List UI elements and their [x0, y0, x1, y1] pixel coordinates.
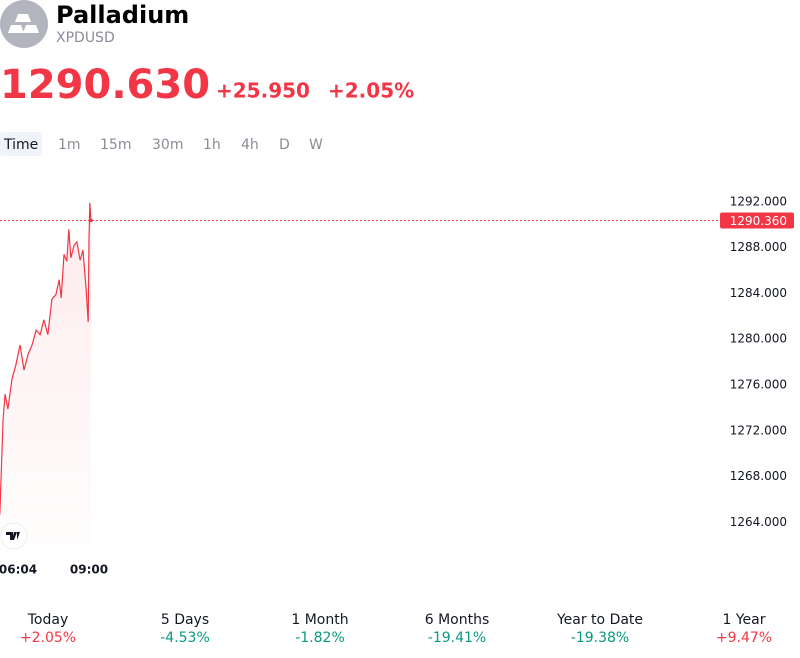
symbol-name: Palladium	[56, 1, 189, 29]
symbol-ticker: XPDUSD	[56, 30, 115, 46]
y-tick-label: 1292.000	[730, 194, 787, 208]
period-label[interactable]: 6 Months	[425, 612, 490, 628]
period-change: +2.05%	[20, 630, 76, 646]
price-change: +25.950	[216, 79, 310, 103]
last-point	[89, 218, 93, 223]
x-tick-label: 09:00	[70, 563, 108, 577]
tab-active-bg	[0, 132, 42, 156]
line	[0, 202, 92, 515]
performance-row: Today +2.05% 5 Days -4.53% 1 Month -1.82% 6 Mo…	[20, 612, 772, 646]
interval-tab[interactable]: 15m	[100, 137, 131, 153]
last-value-label: 1290.360	[730, 214, 787, 228]
symbol-icon	[0, 0, 48, 48]
period-label[interactable]: 5 Days	[161, 612, 209, 628]
period-label[interactable]: 1 Year	[723, 612, 766, 628]
tv-logo	[0, 522, 28, 550]
x-tick-label: 06:04	[0, 563, 37, 577]
period-change: -1.82%	[295, 630, 345, 646]
interval-tab[interactable]: 1m	[58, 137, 81, 153]
y-tick-label: 1264.000	[730, 515, 787, 529]
period-change: +9.47%	[716, 630, 772, 646]
y-tick-label: 1288.000	[730, 240, 787, 254]
interval-tabs: Time 1m 15m 30m 1h 4h D W	[0, 132, 323, 156]
period-change: -19.41%	[428, 630, 486, 646]
price: 1290.630	[0, 62, 210, 108]
period-change: -4.53%	[160, 630, 210, 646]
interval-tab[interactable]: W	[309, 137, 323, 153]
area	[0, 202, 92, 550]
price-change-percent: +2.05%	[328, 79, 414, 103]
period-label[interactable]: 1 Month	[291, 612, 348, 628]
chart: 1264.000 1268.000 1272.000 1276.000 1280.000…	[0, 194, 794, 577]
interval-tab[interactable]: 1h	[203, 137, 221, 153]
y-tick-label: 1272.000	[730, 423, 787, 437]
period-label[interactable]: Today	[27, 612, 69, 628]
y-tick-label: 1280.000	[730, 332, 787, 346]
period-label[interactable]: Year to Date	[556, 612, 643, 628]
y-tick-label: 1276.000	[730, 378, 787, 392]
icon-bars	[8, 14, 39, 33]
interval-tab[interactable]: Time	[3, 137, 38, 153]
period-change: -19.38%	[571, 630, 629, 646]
y-tick-label: 1284.000	[730, 286, 787, 300]
y-tick-label: 1268.000	[730, 469, 787, 483]
interval-tab[interactable]: 4h	[241, 137, 259, 153]
interval-tab[interactable]: 30m	[152, 137, 183, 153]
interval-tab[interactable]: D	[279, 137, 290, 153]
last-value-badge	[720, 212, 794, 229]
